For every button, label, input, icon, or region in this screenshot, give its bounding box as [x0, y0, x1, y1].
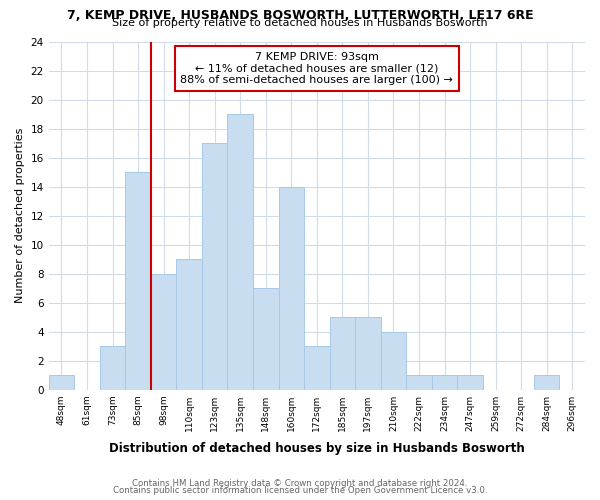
Text: Contains HM Land Registry data © Crown copyright and database right 2024.: Contains HM Land Registry data © Crown c…: [132, 478, 468, 488]
Text: Size of property relative to detached houses in Husbands Bosworth: Size of property relative to detached ho…: [112, 18, 488, 28]
Bar: [176, 259, 202, 390]
Bar: [432, 375, 457, 390]
Bar: [329, 317, 355, 390]
Bar: [304, 346, 329, 390]
Bar: [227, 114, 253, 390]
Bar: [406, 375, 432, 390]
Bar: [100, 346, 125, 390]
Bar: [534, 375, 559, 390]
Text: 7 KEMP DRIVE: 93sqm
← 11% of detached houses are smaller (12)
88% of semi-detach: 7 KEMP DRIVE: 93sqm ← 11% of detached ho…: [181, 52, 453, 85]
Bar: [49, 375, 74, 390]
Bar: [125, 172, 151, 390]
Y-axis label: Number of detached properties: Number of detached properties: [15, 128, 25, 304]
Bar: [457, 375, 483, 390]
Bar: [278, 186, 304, 390]
X-axis label: Distribution of detached houses by size in Husbands Bosworth: Distribution of detached houses by size …: [109, 442, 525, 455]
Bar: [380, 332, 406, 390]
Bar: [253, 288, 278, 390]
Bar: [355, 317, 380, 390]
Text: 7, KEMP DRIVE, HUSBANDS BOSWORTH, LUTTERWORTH, LE17 6RE: 7, KEMP DRIVE, HUSBANDS BOSWORTH, LUTTER…: [67, 9, 533, 22]
Bar: [202, 143, 227, 390]
Text: Contains public sector information licensed under the Open Government Licence v3: Contains public sector information licen…: [113, 486, 487, 495]
Bar: [151, 274, 176, 390]
